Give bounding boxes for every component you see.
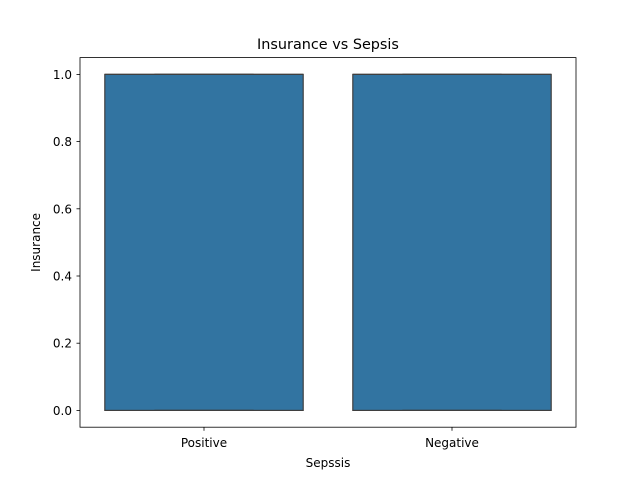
x-tick-label: Negative: [425, 436, 479, 450]
x-axis-label: Sepssis: [306, 456, 351, 470]
chart-title: Insurance vs Sepsis: [257, 37, 399, 53]
y-tick-label: 0.6: [53, 202, 72, 216]
y-tick-label: 0.8: [53, 135, 72, 149]
plot-area: Positive Negative 0.0 0.2 0.4 0.6 0.8 1.0: [53, 68, 552, 450]
y-axis-label: Insurance: [29, 213, 43, 272]
x-tick-label: Positive: [181, 436, 227, 450]
y-tick-label: 1.0: [53, 68, 72, 82]
y-tick-label: 0.4: [53, 270, 72, 284]
box-negative: [352, 73, 552, 412]
y-tick-label: 0.2: [53, 337, 72, 351]
axes-frame: [79, 57, 577, 428]
y-tick-label: 0.0: [53, 404, 72, 418]
box-positive: [104, 73, 304, 412]
